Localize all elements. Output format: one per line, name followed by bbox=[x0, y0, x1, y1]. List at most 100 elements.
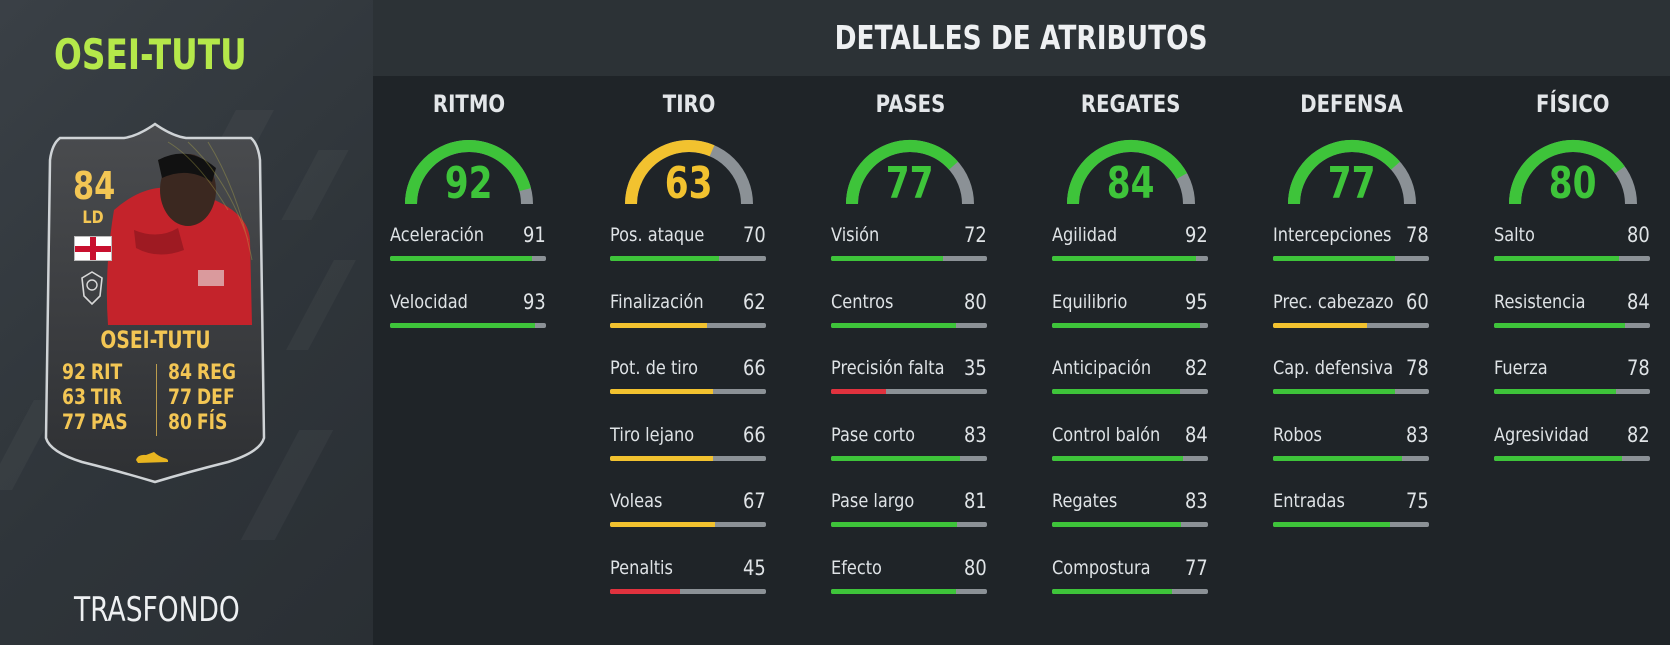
attribute-bar bbox=[1273, 389, 1429, 394]
category-gauge bbox=[625, 140, 753, 205]
page-title: DETALLES DE ATRIBUTOS bbox=[835, 18, 1208, 57]
attribute-label: Visión bbox=[831, 224, 880, 246]
attribute-bar bbox=[1273, 322, 1429, 328]
category-gauge bbox=[846, 139, 974, 205]
attribute-label: Agresividad bbox=[1494, 423, 1589, 446]
attribute-row: Pos. ataque 70 bbox=[610, 223, 768, 264]
attribute-label: Voleas bbox=[610, 490, 663, 512]
gauge-fill bbox=[846, 139, 959, 205]
category-rating: 80 bbox=[1549, 158, 1597, 209]
attribute-bar bbox=[610, 256, 766, 261]
attribute-bar bbox=[831, 522, 987, 527]
attribute-label: Fuerza bbox=[1494, 357, 1548, 379]
england-flag-icon bbox=[74, 236, 112, 261]
attribute-row: Entradas 75 bbox=[1273, 489, 1431, 530]
category-title: PASES bbox=[875, 90, 945, 118]
category-title: TIRO bbox=[662, 90, 716, 118]
attribute-bar-fill bbox=[610, 256, 720, 261]
attribute-bar-fill bbox=[610, 522, 715, 527]
gauge-fill bbox=[625, 140, 715, 205]
attribute-bar bbox=[610, 322, 766, 328]
attribute-bar bbox=[390, 256, 546, 261]
attribute-label: Prec. cabezazo bbox=[1273, 290, 1394, 313]
attribute-row: Efecto 80 bbox=[831, 556, 989, 597]
attribute-row: Control balón 84 bbox=[1052, 422, 1210, 464]
attribute-bar-fill bbox=[1052, 588, 1173, 594]
attribute-row: Agresividad 82 bbox=[1494, 423, 1652, 464]
attribute-label: Velocidad bbox=[390, 290, 468, 313]
attribute-value: 62 bbox=[743, 289, 766, 314]
player-card[interactable]: 84 LD OSEI-TUTU 92 RIT 63 TIR 77 PAS 84 REG … bbox=[38, 120, 273, 485]
attribute-value: 95 bbox=[1185, 289, 1208, 314]
attribute-label: Finalización bbox=[610, 290, 704, 313]
card-stats: 92 RIT 63 TIR 77 PAS 84 REG 77 DEF 80 FÍS bbox=[62, 360, 252, 440]
category-rating: 84 bbox=[1107, 158, 1155, 209]
attribute-bar-fill bbox=[831, 256, 944, 261]
attribute-value: 83 bbox=[1406, 422, 1429, 447]
attribute-label: Pos. ataque bbox=[610, 224, 705, 246]
attribute-label: Pot. de tiro bbox=[610, 357, 698, 379]
card-stat: 84 REG bbox=[168, 360, 237, 384]
attribute-bar bbox=[1273, 256, 1429, 261]
attribute-bar bbox=[390, 322, 546, 328]
attribute-label: Pase largo bbox=[831, 490, 915, 512]
attribute-value: 83 bbox=[1185, 489, 1208, 513]
attribute-label: Salto bbox=[1494, 224, 1535, 246]
attribute-bar-fill bbox=[1273, 322, 1367, 328]
club-crest-icon bbox=[81, 271, 103, 306]
card-version-label: TRASFONDO bbox=[74, 590, 240, 630]
category-rating: 77 bbox=[1328, 158, 1376, 209]
attribute-bar-fill bbox=[610, 389, 713, 394]
attribute-row: Finalización 62 bbox=[610, 289, 768, 331]
attribute-label: Cap. defensiva bbox=[1273, 357, 1394, 379]
attribute-bar bbox=[1052, 256, 1208, 261]
attribute-label: Compostura bbox=[1052, 556, 1151, 579]
attribute-bar-fill bbox=[831, 455, 961, 461]
attribute-value: 70 bbox=[743, 223, 766, 247]
attribute-row: Resistencia 84 bbox=[1494, 290, 1652, 331]
category-gauge bbox=[1067, 140, 1195, 205]
attribute-bar bbox=[1494, 455, 1650, 461]
attribute-label: Control balón bbox=[1052, 423, 1161, 446]
attribute-bar bbox=[831, 588, 987, 594]
attribute-row: Tiro lejano 66 bbox=[610, 423, 768, 464]
attribute-row: Equilibrio 95 bbox=[1052, 289, 1210, 331]
category-gauge bbox=[1509, 140, 1637, 205]
attribute-bar bbox=[1273, 522, 1429, 527]
attribute-row: Visión 72 bbox=[831, 223, 989, 264]
attribute-bar-fill bbox=[610, 455, 713, 461]
attribute-bar-fill bbox=[831, 322, 956, 328]
card-player-name: OSEI-TUTU bbox=[100, 326, 211, 354]
attribute-bar bbox=[831, 455, 987, 461]
attribute-bar bbox=[831, 256, 987, 261]
attribute-bar bbox=[610, 389, 766, 394]
attribute-bar-fill bbox=[831, 588, 956, 594]
background-streak bbox=[281, 150, 348, 220]
attribute-label: Centros bbox=[831, 290, 894, 313]
category-title: RITMO bbox=[432, 90, 506, 118]
attribute-row: Salto 80 bbox=[1494, 223, 1652, 264]
attribute-bar bbox=[610, 522, 766, 527]
card-frame bbox=[44, 122, 266, 484]
attribute-value: 78 bbox=[1406, 356, 1429, 380]
attribute-value: 60 bbox=[1406, 289, 1429, 314]
attribute-value: 84 bbox=[1185, 422, 1208, 447]
attribute-label: Efecto bbox=[831, 556, 882, 579]
attribute-bar-fill bbox=[1052, 522, 1182, 527]
attribute-value: 77 bbox=[1185, 555, 1208, 580]
attribute-bar bbox=[1052, 588, 1208, 594]
attribute-value: 91 bbox=[523, 223, 546, 247]
attribute-value: 75 bbox=[1406, 489, 1429, 513]
attribute-row: Pot. de tiro 66 bbox=[610, 356, 768, 397]
attribute-label: Agilidad bbox=[1052, 224, 1118, 246]
player-panel: OSEI-TUTU bbox=[0, 0, 373, 645]
attribute-bar-fill bbox=[1494, 389, 1616, 394]
attribute-label: Penaltis bbox=[610, 556, 673, 579]
card-stat: 77 PAS bbox=[62, 410, 128, 434]
attribute-value: 92 bbox=[1185, 223, 1208, 247]
attribute-label: Intercepciones bbox=[1273, 224, 1392, 246]
attribute-label: Tiro lejano bbox=[610, 423, 695, 446]
attribute-bar-fill bbox=[831, 389, 886, 394]
category-title: REGATES bbox=[1081, 90, 1181, 118]
attribute-row: Agilidad 92 bbox=[1052, 223, 1210, 264]
